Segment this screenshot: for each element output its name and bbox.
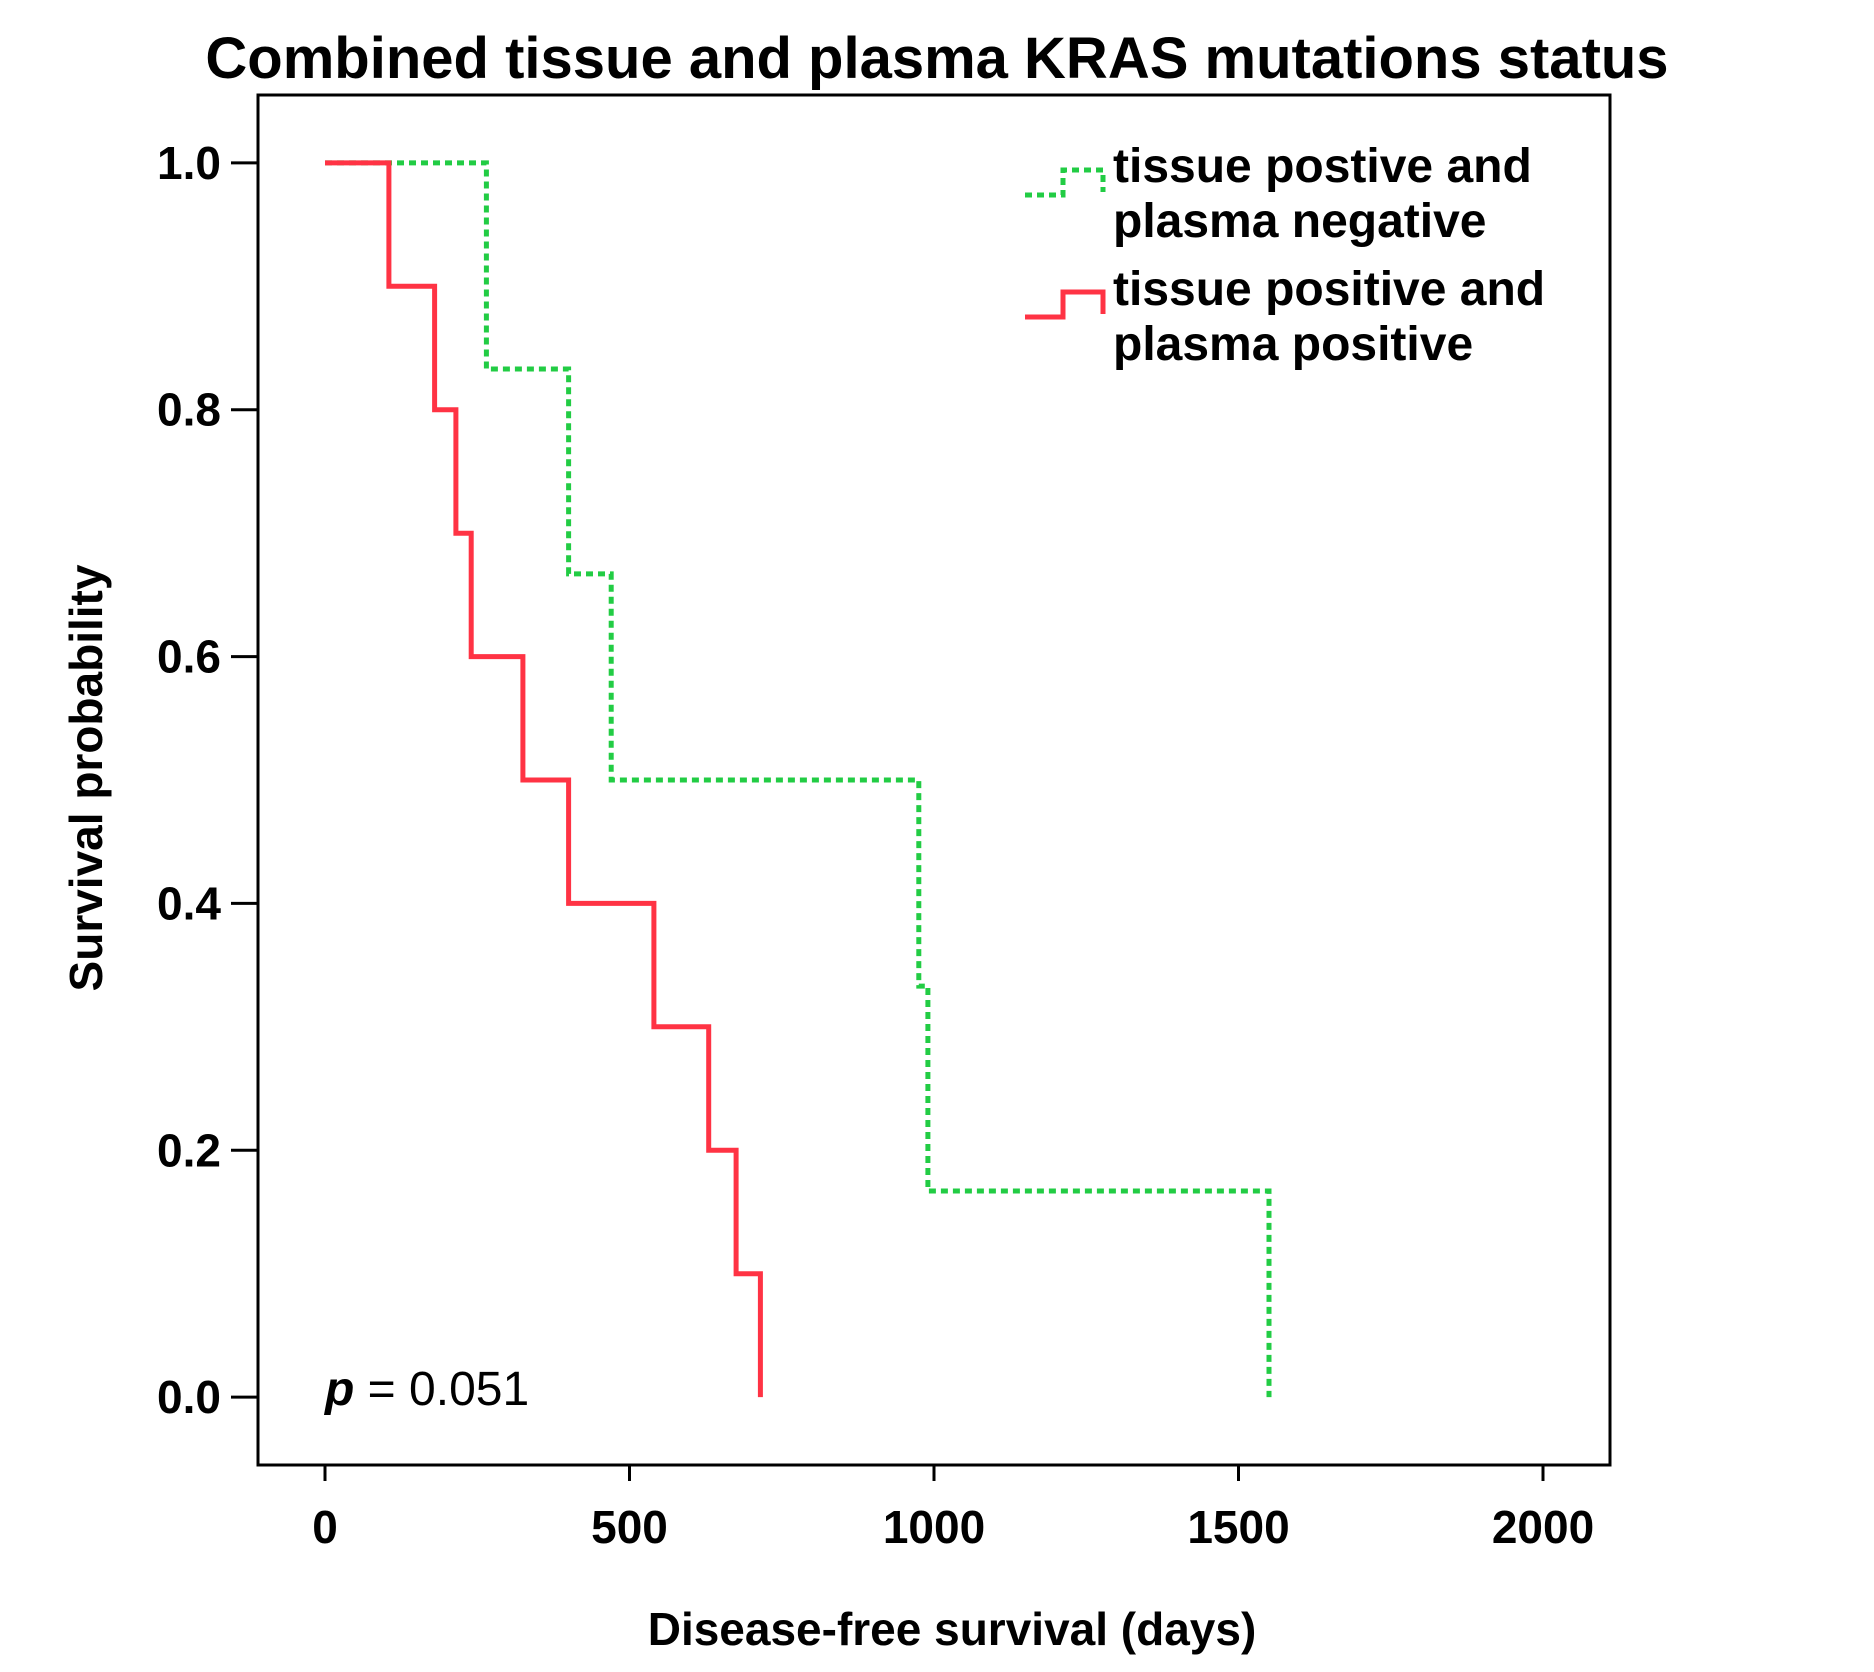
series-line-tissue-pos-plasma-neg: [325, 160, 1272, 1398]
y-tick-label-0.2: 0.2: [157, 1124, 221, 1176]
x-axis: 0 500 1000 1500 2000: [312, 1465, 1594, 1553]
legend-label-1-line-2: plasma negative: [1113, 195, 1487, 248]
x-tick-label-1500: 1500: [1187, 1501, 1289, 1553]
legend-swatch-2: [1025, 289, 1106, 320]
x-tick-label-500: 500: [591, 1501, 668, 1553]
legend-label-2-line-1: tissue positive and: [1113, 263, 1545, 316]
y-tick-label-0.4: 0.4: [157, 877, 221, 929]
legend-swatch-1: [1025, 167, 1106, 198]
p-symbol: p: [323, 1363, 354, 1416]
y-tick-label-1.0: 1.0: [157, 137, 221, 189]
p-value-annotation: p = 0.051: [323, 1363, 529, 1416]
series-line-tissue-pos-plasma-pos: [325, 160, 763, 1398]
y-axis-label: Survival probability: [60, 564, 112, 991]
chart-title: Combined tissue and plasma KRAS mutation…: [205, 26, 1668, 91]
y-tick-label-0.6: 0.6: [157, 631, 221, 683]
legend-label-2-line-2: plasma positive: [1113, 318, 1473, 371]
y-tick-label-0.0: 0.0: [157, 1371, 221, 1423]
p-value-text: = 0.051: [354, 1363, 529, 1416]
x-tick-label-2000: 2000: [1492, 1501, 1594, 1553]
legend-label-1-line-1: tissue postive and: [1113, 140, 1532, 193]
series-group: [325, 160, 1272, 1398]
x-tick-label-1000: 1000: [883, 1501, 985, 1553]
y-axis: 0.0 0.2 0.4 0.6 0.8 1.0: [157, 137, 258, 1423]
x-axis-label: Disease-free survival (days): [648, 1603, 1257, 1655]
x-tick-label-0: 0: [312, 1501, 338, 1553]
y-tick-label-0.8: 0.8: [157, 384, 221, 436]
